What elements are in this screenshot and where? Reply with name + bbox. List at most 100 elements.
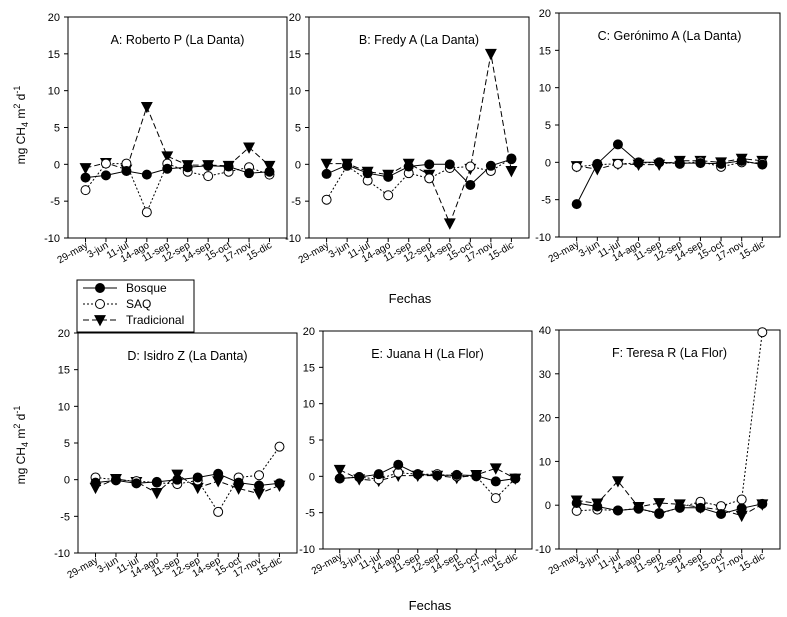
y-tick-label: 20 xyxy=(289,12,301,24)
point-bosque xyxy=(393,459,404,470)
y-tick-label: 0 xyxy=(309,471,315,483)
legend-label-bosque: Bosque xyxy=(126,281,167,295)
y-axis-label-main: mg CH xyxy=(14,127,28,164)
y-tick-label: 10 xyxy=(539,456,551,468)
point-bosque xyxy=(485,160,496,171)
point-bosque xyxy=(654,508,665,519)
point-bosque xyxy=(383,171,394,182)
y-tick-label: 40 xyxy=(539,325,551,337)
point-tradicional xyxy=(253,488,266,501)
point-bosque xyxy=(716,508,727,519)
y-tick-label: 0 xyxy=(64,475,70,487)
point-bosque xyxy=(162,163,173,174)
point-tradicional xyxy=(653,498,666,510)
point-bosque xyxy=(264,166,275,177)
point-saq xyxy=(100,158,111,169)
point-bosque xyxy=(172,474,183,485)
y-tick-label: 20 xyxy=(303,326,315,338)
y-tick-label: -10 xyxy=(44,233,60,245)
legend-label-tradicional: Tradicional xyxy=(126,313,184,327)
y-tick-label: 5 xyxy=(295,123,301,135)
point-tradicional xyxy=(333,464,346,477)
x-tick-label: 29-may xyxy=(297,240,331,266)
series-line-tradicional xyxy=(85,105,270,171)
y-tick-label: -5 xyxy=(291,196,301,208)
series-line-bosque xyxy=(576,143,763,205)
point-bosque xyxy=(244,168,255,179)
x-tick-label: 29-may xyxy=(66,555,100,581)
y-axis-label-d: d xyxy=(14,94,28,104)
legend: Bosque SAQ Tradicional xyxy=(76,279,195,333)
point-bosque xyxy=(490,476,501,487)
y-tick-label: 20 xyxy=(58,328,70,340)
y-axis-label-sup2: 2 xyxy=(12,424,22,429)
point-bosque xyxy=(510,473,521,484)
y-tick-label: 0 xyxy=(295,159,301,171)
panel-A: 20151050-5-1029-may3-jun11-jul14-ago11-s… xyxy=(44,12,288,266)
y-tick-label: 20 xyxy=(539,8,551,20)
y-tick-label: 5 xyxy=(545,120,551,132)
point-bosque xyxy=(373,469,384,480)
point-bosque xyxy=(223,161,234,172)
series-line-saq xyxy=(85,162,270,214)
panel-title: C: Gerónimo A (La Danta) xyxy=(598,29,742,43)
panel-title: A: Roberto P (La Danta) xyxy=(111,33,245,47)
panel-E: 20151050-5-1029-may3-jun11-jul14-ago11-s… xyxy=(299,326,533,577)
point-bosque xyxy=(141,169,152,180)
y-axis-label-sub4: 4 xyxy=(20,442,30,447)
y-tick-label: 5 xyxy=(64,438,70,450)
panel-frame xyxy=(77,332,298,554)
y-tick-label: 0 xyxy=(545,157,551,169)
point-bosque xyxy=(342,160,353,171)
series-line-saq xyxy=(326,157,512,200)
panel-frame xyxy=(67,16,288,239)
point-bosque xyxy=(716,158,727,169)
panel-title: F: Teresa R (La Flor) xyxy=(612,346,727,360)
series-line-tradicional xyxy=(95,473,280,495)
y-tick-label: 15 xyxy=(539,45,551,57)
panel-frame xyxy=(558,12,781,238)
point-tradicional xyxy=(263,160,276,173)
y-tick-label: 10 xyxy=(289,86,301,98)
y-tick-label: 10 xyxy=(539,83,551,95)
point-bosque xyxy=(465,179,476,190)
point-bosque xyxy=(571,199,582,210)
legend-label-saq: SAQ xyxy=(126,297,151,311)
y-axis-label-mid: m xyxy=(14,429,28,442)
point-tradicional xyxy=(505,166,518,178)
panel-C: 20151050-5-1029-may3-jun11-jul14-ago11-s… xyxy=(535,8,781,265)
point-saq xyxy=(80,185,91,196)
point-saq xyxy=(203,171,214,182)
point-saq xyxy=(254,470,265,481)
panel-B: 20151050-5-1029-may3-jun11-jul14-ago11-s… xyxy=(285,12,530,266)
point-bosque xyxy=(654,157,665,168)
point-bosque xyxy=(131,478,142,489)
point-bosque xyxy=(121,165,132,176)
point-bosque xyxy=(362,168,373,179)
point-tradicional xyxy=(611,476,624,488)
point-saq xyxy=(736,494,747,505)
point-saq xyxy=(213,506,224,517)
y-tick-label: -10 xyxy=(535,232,551,244)
point-bosque xyxy=(757,498,768,509)
point-bosque xyxy=(412,469,423,480)
panel-D: 20151050-5-1029-may3-jun11-jul14-ago11-s… xyxy=(54,328,298,581)
point-bosque xyxy=(334,473,345,484)
point-bosque xyxy=(192,472,203,483)
y-axis-label-mid: m xyxy=(14,109,28,122)
panel-F: 403020100-1029-may3-jun11-jul14-ago11-se… xyxy=(535,325,781,577)
point-saq xyxy=(490,493,501,504)
series-line-bosque xyxy=(576,502,763,515)
y-axis-label-supm1: -1 xyxy=(12,86,22,94)
point-tradicional xyxy=(161,151,174,163)
point-saq xyxy=(383,190,394,201)
y-tick-label: -5 xyxy=(541,195,551,207)
point-bosque xyxy=(233,477,244,488)
point-bosque xyxy=(110,475,121,486)
point-bosque xyxy=(254,480,265,491)
point-tradicional xyxy=(484,48,497,61)
point-bosque xyxy=(736,503,747,514)
point-bosque xyxy=(213,468,224,479)
y-tick-label: -5 xyxy=(305,508,315,520)
point-tradicional xyxy=(140,101,153,114)
